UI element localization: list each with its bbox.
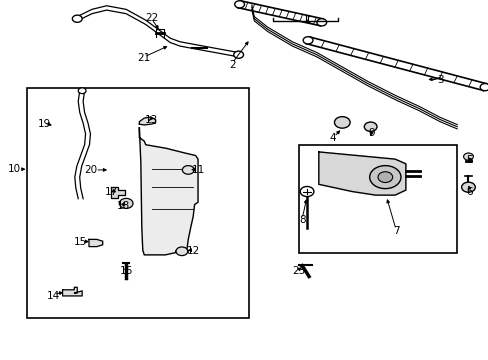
Circle shape (479, 84, 488, 91)
Text: 12: 12 (186, 246, 200, 256)
Circle shape (316, 19, 326, 26)
Circle shape (234, 1, 244, 8)
Circle shape (377, 172, 392, 183)
Text: 5: 5 (465, 155, 472, 165)
Text: 18: 18 (116, 201, 130, 211)
Bar (299, 145, 456, 253)
Circle shape (176, 247, 187, 256)
Text: 14: 14 (47, 291, 61, 301)
Text: 11: 11 (191, 165, 204, 175)
Circle shape (72, 15, 82, 22)
Circle shape (334, 117, 349, 128)
Circle shape (182, 166, 194, 174)
Text: 7: 7 (392, 226, 399, 236)
Text: 17: 17 (104, 186, 118, 197)
Circle shape (233, 51, 243, 58)
Circle shape (119, 198, 133, 208)
Bar (27, 88, 249, 318)
Circle shape (461, 182, 474, 192)
Polygon shape (62, 287, 82, 296)
Text: 20: 20 (84, 165, 97, 175)
Text: 16: 16 (119, 266, 133, 276)
Polygon shape (318, 152, 405, 195)
Text: 4: 4 (328, 132, 335, 143)
Text: 23: 23 (292, 266, 305, 276)
Polygon shape (139, 117, 155, 125)
Text: 2: 2 (228, 60, 235, 70)
Text: 9: 9 (367, 128, 374, 138)
Polygon shape (89, 239, 102, 247)
Text: 13: 13 (144, 114, 158, 125)
Text: 21: 21 (137, 53, 151, 63)
Circle shape (463, 153, 472, 160)
Text: 22: 22 (144, 13, 158, 23)
Text: 3: 3 (436, 75, 443, 85)
Circle shape (78, 88, 86, 94)
Text: 15: 15 (74, 237, 87, 247)
Text: 8: 8 (298, 215, 305, 225)
Text: 19: 19 (37, 119, 51, 129)
Text: 10: 10 (8, 164, 21, 174)
Text: 1: 1 (304, 15, 311, 25)
Polygon shape (139, 128, 198, 255)
Text: 6: 6 (465, 186, 472, 197)
Circle shape (364, 122, 376, 131)
Circle shape (300, 186, 313, 197)
Polygon shape (111, 187, 124, 198)
Circle shape (369, 166, 400, 189)
Circle shape (303, 37, 312, 44)
